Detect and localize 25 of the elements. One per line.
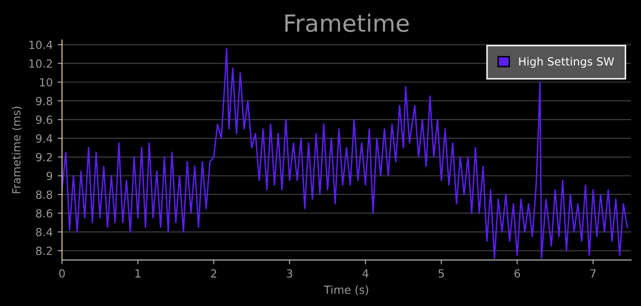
y-tick-label: 9.4 <box>36 134 52 143</box>
x-tick-label: 7 <box>590 269 596 278</box>
line-series <box>62 48 628 259</box>
y-tick-label: 9.8 <box>36 96 52 106</box>
x-tick-label: 0 <box>59 269 65 278</box>
legend-label: High Settings SW <box>519 57 614 68</box>
y-tick-label: 8.2 <box>36 246 52 256</box>
x-tick-label: 3 <box>286 269 292 278</box>
y-tick-label: 9 <box>46 172 52 180</box>
x-tick-label: 6 <box>514 269 520 278</box>
x-tick-label: 4 <box>362 269 368 278</box>
chart-title: Frametime <box>285 14 409 32</box>
x-tick-label: 5 <box>438 269 444 278</box>
x-tick-label: 1 <box>136 269 140 278</box>
y-tick-label: 10 <box>40 78 52 87</box>
y-tick-label: 10.4 <box>29 40 52 50</box>
y-axis-title: Frametime (ms) <box>12 106 22 194</box>
y-tick-label: 8.4 <box>36 228 52 236</box>
y-tick-label: 9.2 <box>36 152 52 162</box>
y-tick-label: 9.6 <box>36 116 52 124</box>
x-tick-label: 2 <box>211 269 216 278</box>
y-tick-label: 10.2 <box>29 59 52 68</box>
y-tick-label: 8.6 <box>36 209 52 218</box>
x-axis-title: Time (s) <box>324 285 368 296</box>
y-tick-label: 8.8 <box>36 190 52 199</box>
